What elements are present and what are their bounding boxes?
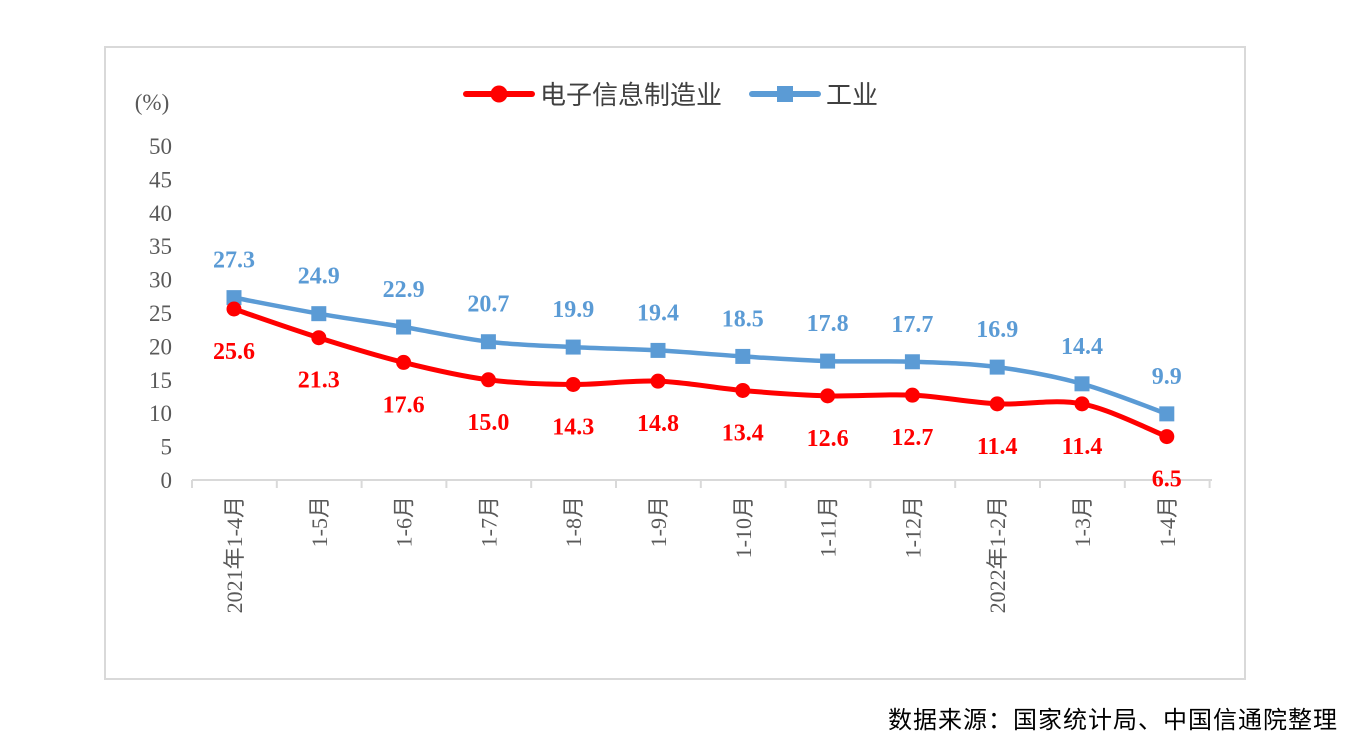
x-tick-label: 1-5月 [307,496,332,547]
data-point-industry [904,354,920,370]
data-label-industry: 14.4 [1061,334,1103,360]
data-label-industry: 20.7 [467,292,509,318]
data-point-industry [311,306,327,322]
data-label-electronics: 25.6 [213,339,255,365]
legend-marker [490,85,508,103]
y-tick-label: 0 [161,468,173,493]
data-point-industry [650,342,666,358]
data-label-industry: 27.3 [213,248,255,274]
data-label-industry: 19.9 [552,297,594,323]
y-axis-ticks: 0 5 10 15 20 25 30 35 40 45 50 [149,134,172,493]
data-point-electronics [1074,396,1090,412]
y-tick-label: 40 [149,201,172,226]
y-tick-label: 10 [149,401,172,426]
data-point-electronics [735,382,751,398]
data-label-industry: 17.7 [891,312,933,338]
x-tick-label: 1-8月 [561,496,586,547]
data-point-electronics [650,373,666,389]
y-tick-label: 15 [149,368,172,393]
x-tick-label: 1-3月 [1070,496,1095,547]
series-layer [226,290,1175,445]
data-point-electronics [311,330,327,346]
data-labels: 27.3 24.9 22.9 20.7 19.9 19.4 18.5 17.8 17.7 16.9… [213,248,1182,493]
data-point-industry [820,353,836,369]
legend-marker [777,86,793,102]
data-label-electronics: 6.5 [1152,467,1182,493]
y-tick-label: 25 [149,301,172,326]
data-point-industry [735,348,751,364]
data-point-electronics [1159,429,1175,445]
data-label-electronics: 13.4 [722,420,764,446]
x-tick-label: 1-12月 [900,496,925,558]
data-point-electronics [904,387,920,403]
series-line-industry [233,295,1168,416]
data-point-electronics [226,301,242,317]
legend-entry: 工业 [826,81,878,111]
data-label-electronics: 12.7 [891,425,933,451]
x-tick-label: 1-7月 [476,496,501,547]
data-label-industry: 24.9 [298,264,340,290]
data-label-electronics: 17.6 [383,392,425,418]
data-point-electronics [989,396,1005,412]
data-label-electronics: 11.4 [977,434,1018,460]
x-tick-label: 2021年1-4月 [222,496,247,613]
y-tick-label: 30 [149,268,172,293]
x-axis: 2021年1-4月 1-5月 1-6月 1-7月 1-8月 1-9月 1-10月 1-11月 1… [191,479,1212,613]
data-label-electronics: 12.6 [807,426,849,452]
data-point-industry [480,334,496,350]
data-label-industry: 19.4 [637,300,679,326]
data-point-industry [396,319,412,335]
data-point-industry [989,359,1005,375]
y-tick-label: 50 [149,134,172,159]
data-label-industry: 9.9 [1152,364,1182,390]
data-label-industry: 18.5 [722,306,764,332]
y-axis-label: (%) [135,90,169,115]
data-label-industry: 22.9 [383,277,425,303]
x-tick-label: 1-4月 [1155,496,1180,547]
source-note: 数据来源：国家统计局、中国信通院整理 [888,706,1338,734]
data-point-electronics [820,388,836,404]
data-point-industry [1159,406,1175,422]
data-label-electronics: 14.3 [552,414,594,440]
chart-frame [104,46,1246,680]
data-label-electronics: 15.0 [467,410,509,436]
data-point-electronics [480,372,496,388]
data-point-industry [565,339,581,355]
y-tick-label: 45 [149,167,172,192]
data-point-electronics [396,354,412,370]
y-tick-label: 5 [161,435,173,460]
y-tick-label: 20 [149,334,172,359]
y-tick-label: 35 [149,234,172,259]
legend-entry: 电子信息制造业 [540,81,722,111]
data-label-electronics: 11.4 [1062,434,1103,460]
data-label-electronics: 14.8 [637,411,679,437]
data-label-industry: 16.9 [976,317,1018,343]
legend: 电子信息制造业 工业 [463,81,878,111]
data-point-industry [1074,376,1090,392]
data-point-electronics [565,376,581,392]
x-tick-label: 2022年1-2月 [985,496,1010,613]
x-tick-label: 1-9月 [646,496,671,547]
data-point-industry [226,290,242,306]
data-label-industry: 17.8 [807,311,849,337]
x-tick-label: 1-11月 [816,496,841,558]
x-tick-label: 1-10月 [731,496,756,558]
series-line-electronics [233,306,1168,439]
x-tick-label: 1-6月 [392,496,417,547]
data-label-electronics: 21.3 [298,368,340,394]
